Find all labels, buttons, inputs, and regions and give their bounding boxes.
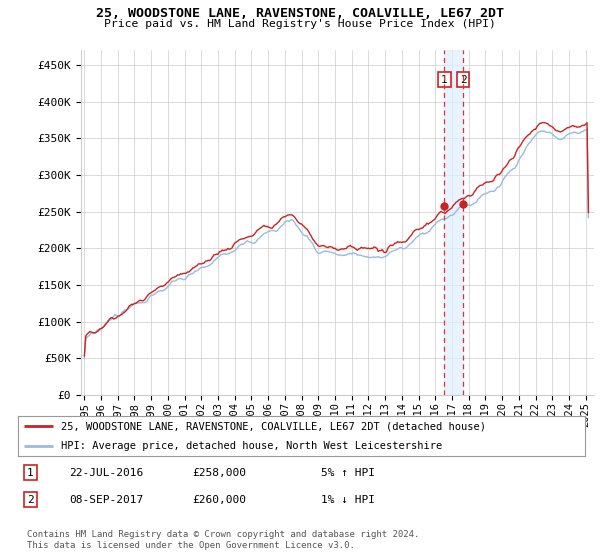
Text: 22-JUL-2016: 22-JUL-2016 [69,468,143,478]
Text: 1: 1 [27,468,34,478]
Text: £260,000: £260,000 [192,494,246,505]
Text: 1: 1 [441,74,448,85]
Text: Price paid vs. HM Land Registry's House Price Index (HPI): Price paid vs. HM Land Registry's House … [104,19,496,29]
Text: 2: 2 [27,494,34,505]
Text: 25, WOODSTONE LANE, RAVENSTONE, COALVILLE, LE67 2DT: 25, WOODSTONE LANE, RAVENSTONE, COALVILL… [96,7,504,20]
Text: HPI: Average price, detached house, North West Leicestershire: HPI: Average price, detached house, Nort… [61,441,442,451]
Bar [445,50,463,395]
Text: 2: 2 [460,74,467,85]
Text: £258,000: £258,000 [192,468,246,478]
Text: 08-SEP-2017: 08-SEP-2017 [69,494,143,505]
Text: 5% ↑ HPI: 5% ↑ HPI [321,468,375,478]
Text: 1% ↓ HPI: 1% ↓ HPI [321,494,375,505]
Text: Contains HM Land Registry data © Crown copyright and database right 2024.
This d: Contains HM Land Registry data © Crown c… [27,530,419,550]
Text: 25, WOODSTONE LANE, RAVENSTONE, COALVILLE, LE67 2DT (detached house): 25, WOODSTONE LANE, RAVENSTONE, COALVILL… [61,421,485,431]
